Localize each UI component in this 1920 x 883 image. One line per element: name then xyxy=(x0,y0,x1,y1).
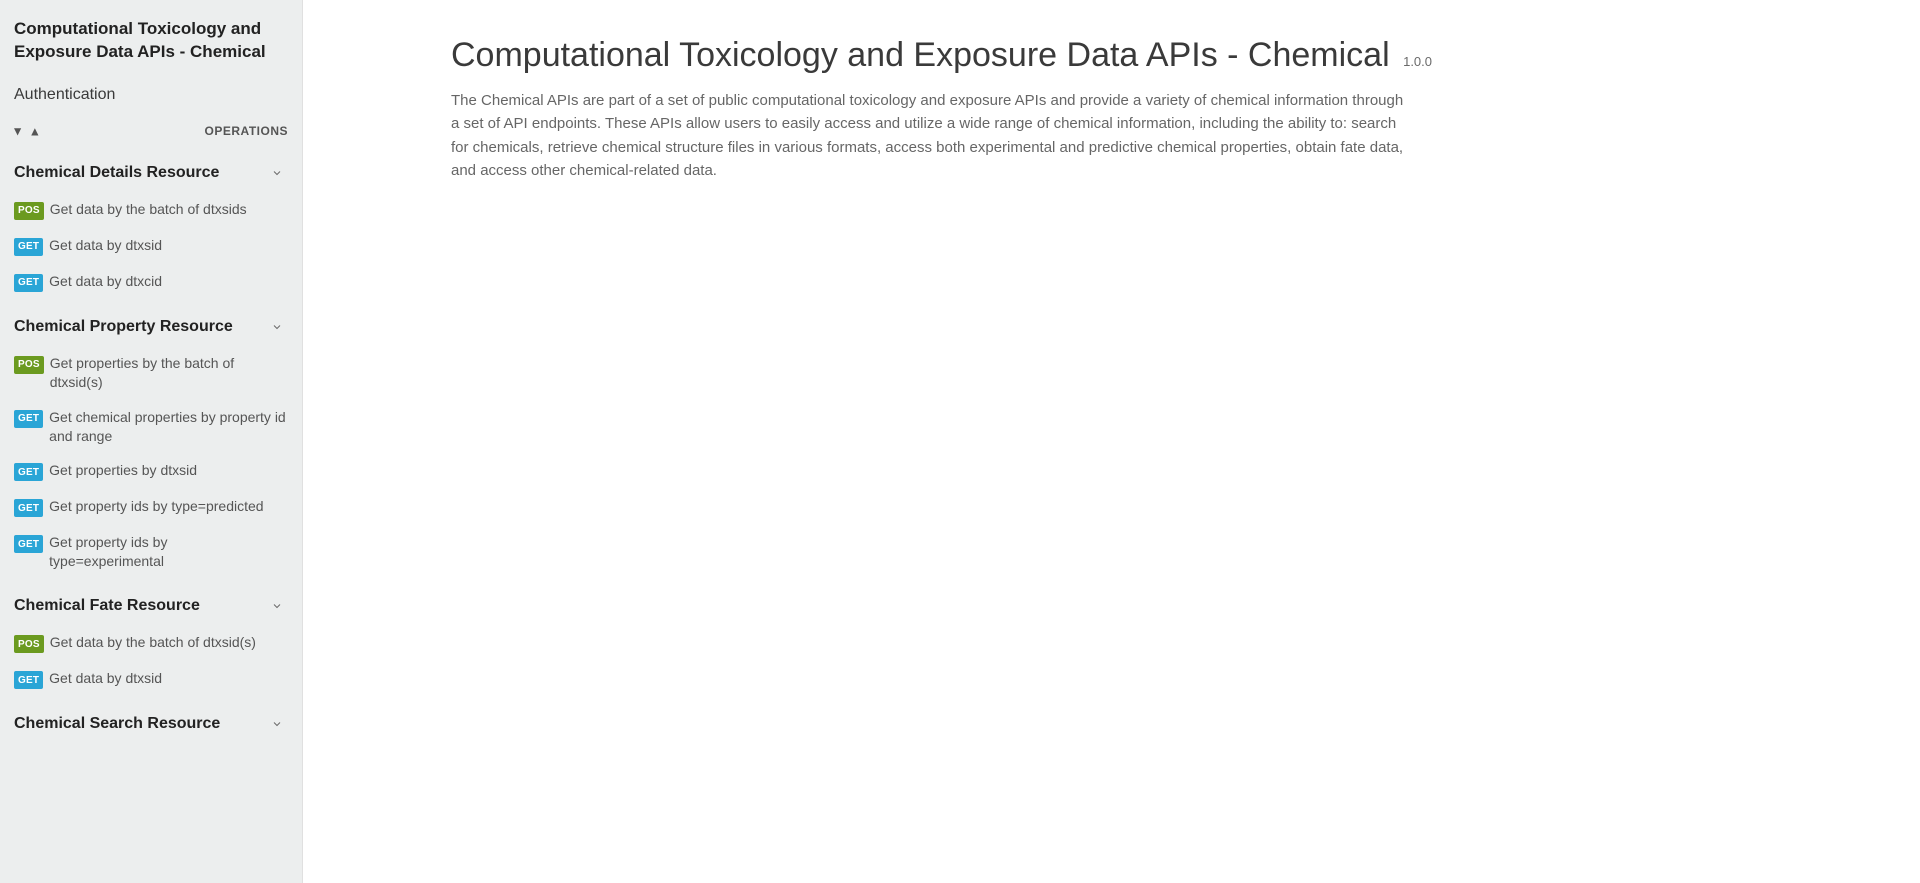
operation-label: Get data by dtxsid xyxy=(49,236,162,255)
http-method-badge: POS xyxy=(14,356,44,374)
sidebar: Computational Toxicology and Exposure Da… xyxy=(0,0,303,883)
section-header[interactable]: Chemical Fate Resource xyxy=(0,585,302,625)
operations-toolbar: ▼ ▲ OPERATIONS xyxy=(0,116,302,146)
operation-label: Get properties by the batch of dtxsid(s) xyxy=(50,354,286,392)
expand-all-button[interactable]: ▼ xyxy=(14,124,21,138)
page-title-text: Computational Toxicology and Exposure Da… xyxy=(451,36,1390,74)
section-header-label: Chemical Fate Resource xyxy=(14,597,200,615)
http-method-badge: GET xyxy=(14,499,43,517)
operations-heading: OPERATIONS xyxy=(205,124,288,138)
section-header-label: Chemical Details Resource xyxy=(14,164,219,182)
operation-label: Get data by dtxsid xyxy=(49,669,162,688)
main-content: Computational Toxicology and Exposure Da… xyxy=(303,0,1920,883)
expand-collapse-group: ▼ ▲ xyxy=(14,124,38,138)
http-method-badge: GET xyxy=(14,274,43,292)
sidebar-sections: Chemical Details Resource POS Get data by … xyxy=(0,152,302,743)
api-version: 1.0.0 xyxy=(1403,54,1432,69)
section-header[interactable]: Chemical Details Resource xyxy=(0,152,302,192)
chevron-down-icon xyxy=(270,166,284,180)
operation-label: Get data by dtxcid xyxy=(49,272,162,291)
operation-label: Get data by the batch of dtxsids xyxy=(50,200,247,219)
operation-item[interactable]: GET Get properties by dtxsid xyxy=(0,453,302,489)
operation-item[interactable]: GET Get data by dtxcid xyxy=(0,264,302,300)
operation-item[interactable]: POS Get data by the batch of dtxsids xyxy=(0,192,302,228)
operation-item[interactable]: GET Get property ids by type=predicted xyxy=(0,489,302,525)
chevron-down-icon xyxy=(270,599,284,613)
http-method-badge: GET xyxy=(14,410,43,428)
section-header[interactable]: Chemical Property Resource xyxy=(0,306,302,346)
http-method-badge: POS xyxy=(14,202,44,220)
api-description: The Chemical APIs are part of a set of p… xyxy=(451,89,1411,182)
http-method-badge: GET xyxy=(14,463,43,481)
operation-item[interactable]: GET Get data by dtxsid xyxy=(0,228,302,264)
operation-label: Get chemical properties by property id a… xyxy=(49,408,286,446)
operation-item[interactable]: GET Get data by dtxsid xyxy=(0,661,302,697)
http-method-badge: GET xyxy=(14,238,43,256)
sidebar-title: Computational Toxicology and Exposure Da… xyxy=(0,12,302,74)
section-header[interactable]: Chemical Search Resource xyxy=(0,703,302,743)
operation-item[interactable]: GET Get chemical properties by property i… xyxy=(0,400,302,454)
operation-label: Get data by the batch of dtxsid(s) xyxy=(50,633,256,652)
operation-label: Get properties by dtxsid xyxy=(49,461,197,480)
http-method-badge: POS xyxy=(14,635,44,653)
operation-label: Get property ids by type=experimental xyxy=(49,533,286,571)
section-header-label: Chemical Search Resource xyxy=(14,715,220,733)
sidebar-inner: Computational Toxicology and Exposure Da… xyxy=(0,0,302,767)
operation-label: Get property ids by type=predicted xyxy=(49,497,263,516)
http-method-badge: GET xyxy=(14,535,43,553)
collapse-all-button[interactable]: ▲ xyxy=(31,124,38,138)
section-header-label: Chemical Property Resource xyxy=(14,318,233,336)
sidebar-item-authentication[interactable]: Authentication xyxy=(0,74,302,116)
operation-item[interactable]: POS Get data by the batch of dtxsid(s) xyxy=(0,625,302,661)
chevron-down-icon xyxy=(270,320,284,334)
operation-item[interactable]: POS Get properties by the batch of dtxsid… xyxy=(0,346,302,400)
page-title: Computational Toxicology and Exposure Da… xyxy=(451,36,1848,75)
chevron-down-icon xyxy=(270,717,284,731)
app-root: Computational Toxicology and Exposure Da… xyxy=(0,0,1920,883)
http-method-badge: GET xyxy=(14,671,43,689)
operation-item[interactable]: GET Get property ids by type=experimental xyxy=(0,525,302,579)
